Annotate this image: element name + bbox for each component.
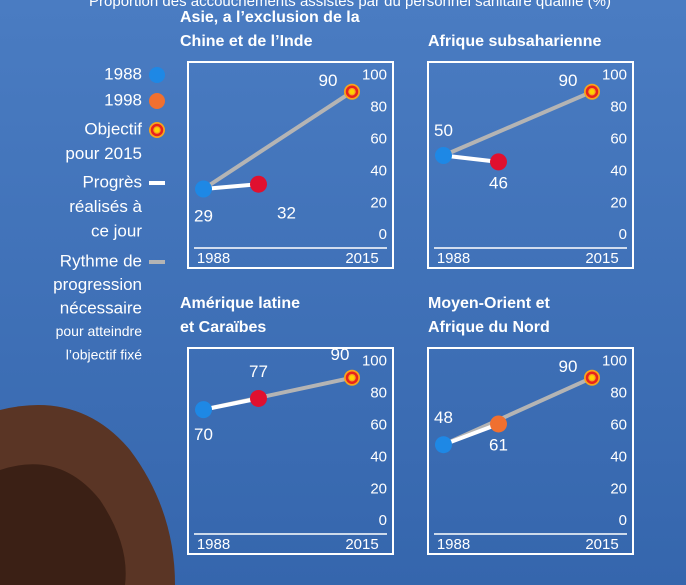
value-label: 32 [277, 204, 296, 223]
chart-title: Afrique du Nord [428, 319, 550, 336]
x-tick-label: 1988 [197, 536, 230, 553]
target-center [590, 375, 595, 380]
y-tick-label: 0 [379, 226, 387, 243]
legend-label: Progrès [82, 172, 142, 191]
y-tick-label: 100 [362, 67, 387, 84]
y-tick-label: 60 [610, 417, 627, 434]
legend-label: nécessaire [60, 298, 142, 317]
value-label: 48 [434, 408, 453, 427]
point [250, 390, 267, 407]
y-tick-label: 60 [370, 131, 387, 148]
legend-marker [149, 67, 165, 83]
chart-title: Moyen-Orient et [428, 295, 550, 312]
value-label: 90 [319, 71, 338, 90]
x-tick-label: 1988 [437, 536, 470, 553]
chart-title: Chine et de l’Inde [180, 33, 313, 50]
y-tick-label: 80 [610, 99, 627, 116]
y-tick-label: 0 [379, 512, 387, 529]
y-tick-label: 20 [610, 194, 627, 211]
point [435, 147, 452, 164]
point [195, 180, 212, 197]
infographic: Proportion des accouchements assistés pa… [0, 0, 686, 585]
legend-label: Objectif [84, 119, 142, 138]
point [435, 436, 452, 453]
value-label: 70 [194, 425, 213, 444]
y-tick-label: 100 [602, 353, 627, 370]
legend-label: 1998 [104, 90, 142, 109]
value-label: 46 [489, 173, 508, 192]
chart-title: Amérique latine [180, 295, 300, 312]
y-tick-label: 100 [362, 353, 387, 370]
value-label: 90 [331, 345, 350, 364]
y-tick-label: 80 [370, 385, 387, 402]
y-tick-label: 40 [370, 162, 387, 179]
target-center [590, 89, 595, 94]
y-tick-label: 0 [619, 512, 627, 529]
y-tick-label: 40 [370, 448, 387, 465]
legend-label: Rythme de [60, 251, 142, 270]
legend-marker [149, 93, 165, 109]
value-label: 90 [559, 357, 578, 376]
target-center [350, 89, 355, 94]
y-tick-label: 60 [370, 417, 387, 434]
point [490, 415, 507, 432]
x-tick-label: 2015 [585, 536, 618, 553]
value-label: 29 [194, 206, 213, 225]
value-label: 77 [249, 362, 268, 381]
point [490, 153, 507, 170]
y-tick-label: 80 [610, 385, 627, 402]
value-label: 61 [489, 435, 508, 454]
y-tick-label: 20 [610, 480, 627, 497]
point [195, 401, 212, 418]
y-tick-label: 80 [370, 99, 387, 116]
x-tick-label: 1988 [197, 250, 230, 267]
x-tick-label: 2015 [345, 250, 378, 267]
x-tick-label: 2015 [585, 250, 618, 267]
value-label: 90 [559, 71, 578, 90]
legend-label: pour atteindre [56, 323, 143, 339]
legend-label: réalisés à [69, 197, 142, 216]
x-tick-label: 2015 [345, 536, 378, 553]
y-tick-label: 40 [610, 162, 627, 179]
y-tick-label: 60 [610, 131, 627, 148]
target-center [155, 128, 160, 133]
y-tick-label: 40 [610, 448, 627, 465]
x-tick-label: 1988 [437, 250, 470, 267]
target-center [350, 375, 355, 380]
y-tick-label: 20 [370, 194, 387, 211]
legend-label: progression [53, 275, 142, 294]
legend-label: pour 2015 [65, 144, 142, 163]
y-tick-label: 0 [619, 226, 627, 243]
chart-title: et Caraïbes [180, 319, 266, 336]
legend-label: ce jour [91, 221, 142, 240]
chart-title: Asie, a l’exclusion de la [180, 9, 360, 26]
point [250, 176, 267, 193]
legend-label: 1988 [104, 64, 142, 83]
y-tick-label: 20 [370, 480, 387, 497]
legend-label: l’objectif fixé [66, 347, 142, 363]
y-tick-label: 100 [602, 67, 627, 84]
chart-title: Afrique subsaharienne [428, 33, 601, 50]
value-label: 50 [434, 121, 453, 140]
